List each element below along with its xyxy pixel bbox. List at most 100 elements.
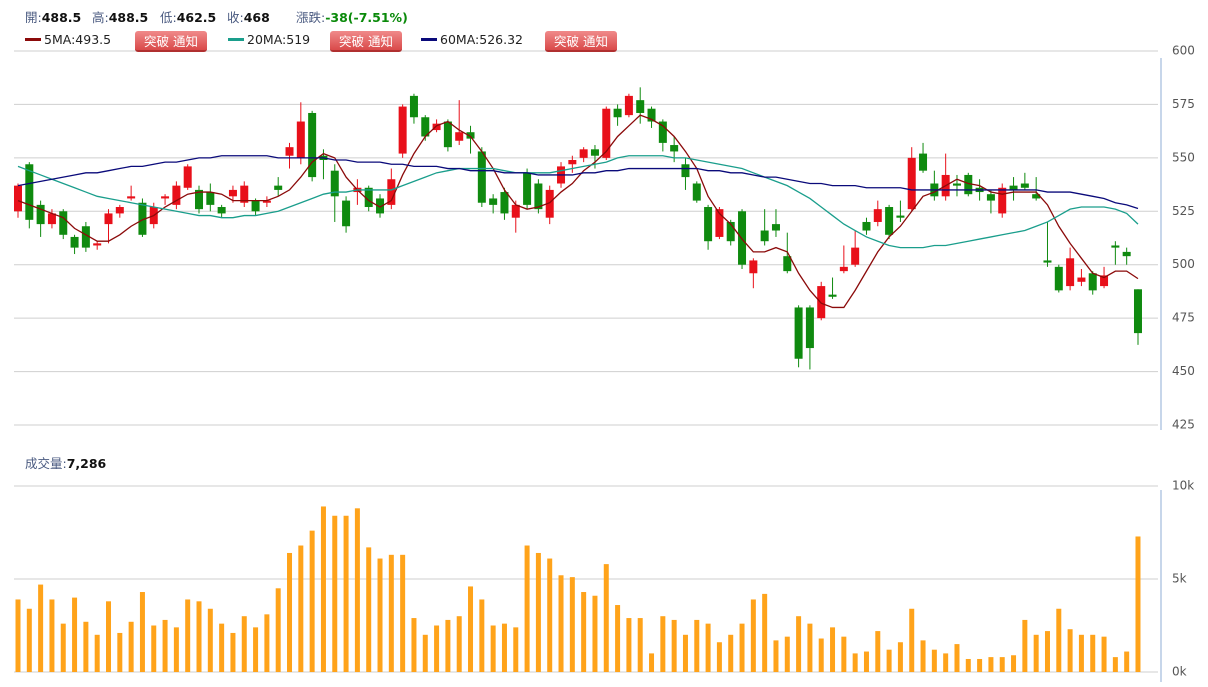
legend-item: 5MA493.5	[44, 32, 111, 48]
volume-bar	[1135, 536, 1141, 672]
volume-bar	[128, 621, 134, 672]
volume-bar	[196, 601, 202, 672]
volume-bar	[671, 619, 677, 672]
volume-bar	[988, 657, 994, 672]
candle-body	[726, 221, 735, 242]
candle-body	[1032, 194, 1041, 199]
candle-body	[274, 185, 283, 190]
volume-bar	[909, 608, 915, 672]
candle-body	[1066, 258, 1075, 287]
candle-body	[602, 108, 611, 158]
volume-bar	[513, 627, 519, 672]
candle-body	[964, 174, 973, 195]
volume-bar	[649, 653, 655, 672]
candle-body	[523, 172, 532, 205]
legend-swatch	[228, 38, 244, 41]
volume-bar	[83, 621, 89, 672]
candle-body	[1043, 260, 1052, 263]
candle-body	[647, 108, 656, 122]
candle-body	[421, 117, 430, 137]
volume-bar	[343, 515, 349, 672]
candle-body	[296, 121, 305, 158]
candle-body	[715, 209, 724, 237]
volume-bar	[841, 636, 847, 672]
legend-name: 20MA	[247, 32, 286, 47]
candle-body	[1100, 275, 1109, 287]
candle-body	[455, 132, 464, 141]
candle-body	[511, 204, 520, 218]
candle-body	[240, 185, 249, 203]
candle-body	[986, 194, 995, 201]
legend-value: 493.5	[75, 32, 112, 47]
quote-label: 開:	[25, 10, 42, 25]
candle-body	[534, 183, 543, 210]
quote-item: 收:468	[227, 10, 270, 26]
alert-button[interactable]: 突破 通知	[135, 31, 207, 52]
candle-body	[409, 95, 418, 118]
volume-bar	[875, 631, 881, 672]
volume-bar	[275, 588, 281, 672]
candle-body	[817, 286, 826, 319]
volume-bar	[411, 618, 417, 672]
candle-body	[749, 260, 758, 274]
volume-bar	[592, 595, 598, 672]
quote-item: 高:488.5	[92, 10, 148, 26]
volume-bar	[716, 642, 722, 672]
volume-bar	[388, 554, 394, 672]
candle-body	[342, 200, 351, 227]
y-tick-label: 475	[1172, 311, 1195, 325]
candle-body	[658, 121, 667, 143]
legend-swatch	[421, 38, 437, 41]
volume-bar	[886, 649, 892, 672]
volume-bar	[72, 597, 78, 672]
volume-bar	[49, 599, 55, 672]
y-tick-label: 5k	[1172, 572, 1187, 586]
ma-line	[17, 114, 1139, 309]
volume-bar	[151, 625, 157, 672]
candle-body	[896, 215, 905, 218]
y-tick-label: 550	[1172, 150, 1195, 164]
volume-bar	[784, 636, 790, 672]
candle-body	[228, 189, 237, 197]
volume-bar	[1022, 619, 1028, 672]
volume-bar	[60, 623, 66, 672]
candle-body	[47, 213, 56, 225]
alert-button[interactable]: 突破 通知	[545, 31, 617, 52]
volume-bar	[818, 638, 824, 672]
volume-bar	[253, 627, 259, 672]
volume-bar	[219, 623, 225, 672]
volume-bar	[264, 614, 270, 672]
quote-label: 收:	[227, 10, 244, 25]
candle-body	[1122, 251, 1131, 257]
volume-bar	[479, 599, 485, 672]
candle-body	[805, 307, 814, 349]
candle-body	[308, 112, 317, 178]
alert-button[interactable]: 突破 通知	[330, 31, 402, 52]
candle-body	[477, 151, 486, 203]
candle-body	[183, 166, 192, 188]
candle-body	[1111, 245, 1120, 248]
candle-body	[25, 164, 34, 220]
quote-item: 漲跌:-38(-7.51%)	[296, 10, 408, 26]
volume-bar	[897, 642, 903, 672]
volume-bar	[1078, 634, 1084, 672]
quote-item: 開:488.5	[25, 10, 81, 26]
volume-bar	[1011, 655, 1017, 672]
volume-bar	[943, 653, 949, 672]
candle-body	[952, 183, 961, 186]
volume-bar	[38, 584, 44, 672]
y-tick-label: 600	[1172, 44, 1195, 58]
candle-body	[1133, 289, 1142, 334]
candle-body	[681, 164, 690, 178]
candle-body	[115, 207, 124, 214]
volume-bar	[456, 616, 462, 672]
candle-body	[36, 204, 45, 225]
volume-bar	[1112, 657, 1118, 672]
candle-body	[839, 266, 848, 272]
quote-label: 高:	[92, 10, 109, 25]
volume-bar	[1124, 651, 1130, 672]
volume-bar	[185, 599, 191, 672]
candle-body	[704, 207, 713, 242]
candle-body	[613, 108, 622, 118]
